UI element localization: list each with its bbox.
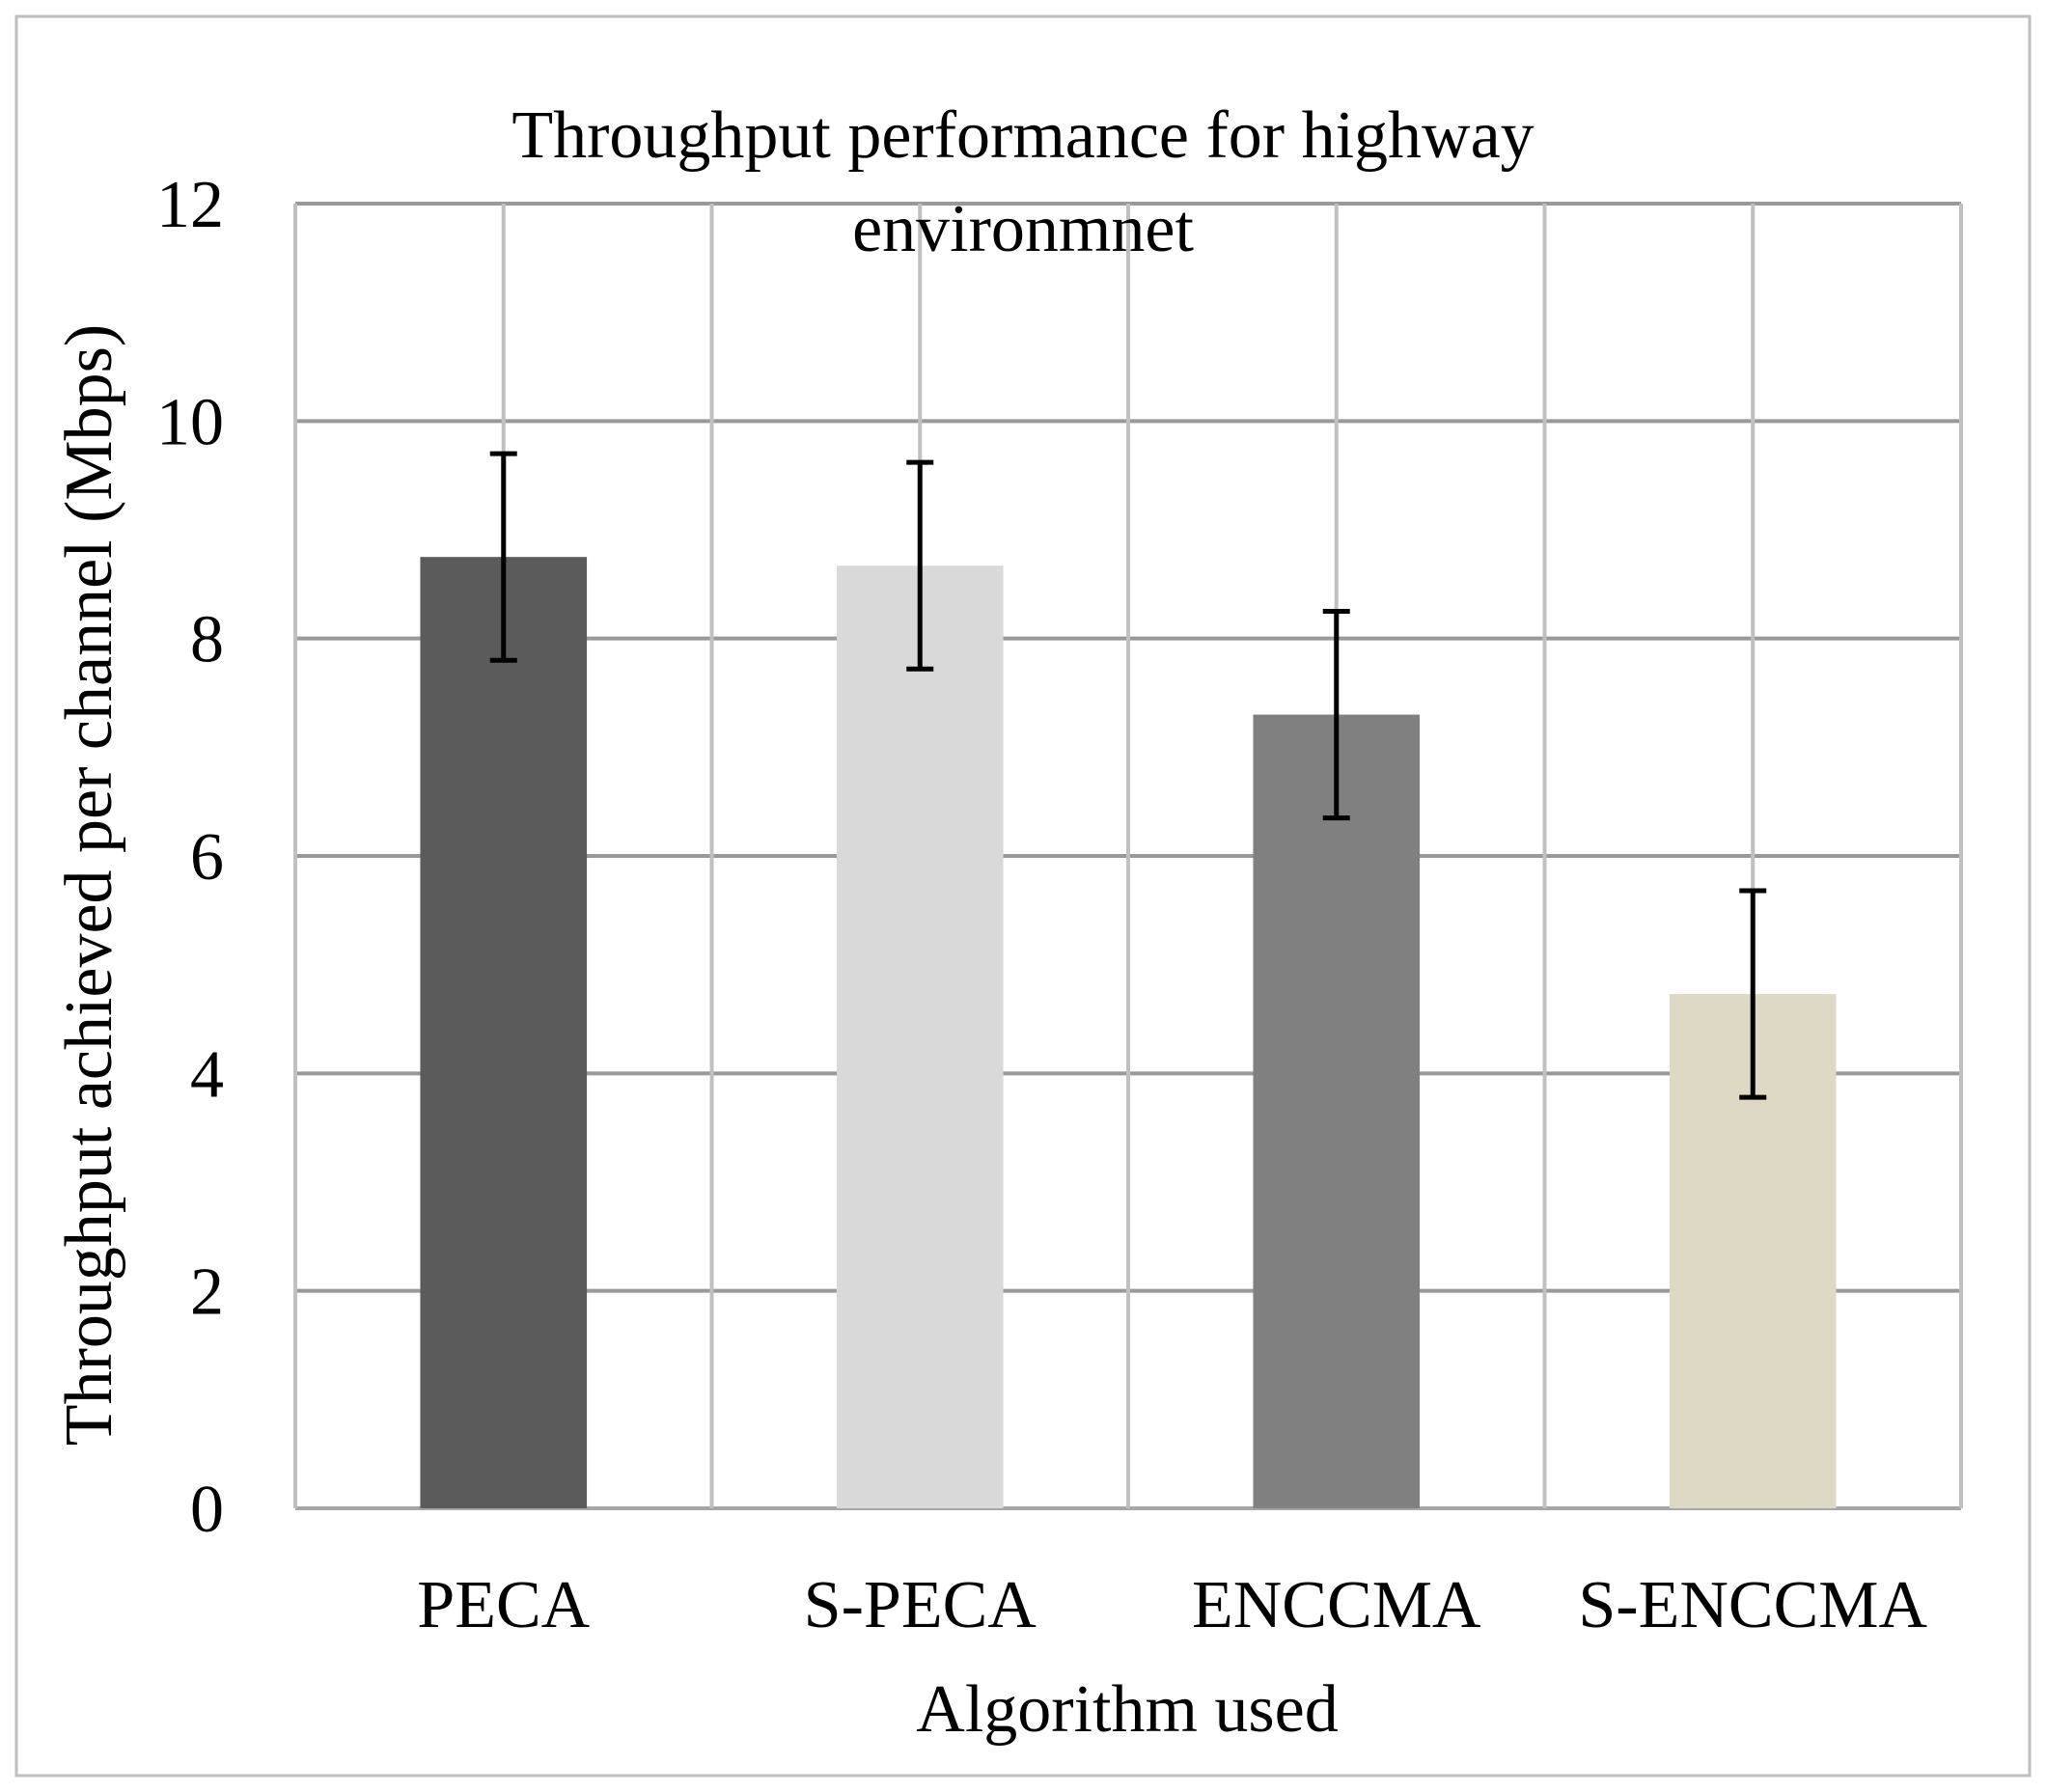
y-tick-labels: 0 2 4 6 8 10 12 bbox=[156, 168, 224, 1547]
x-category-label: S-PECA bbox=[804, 1568, 1037, 1642]
x-category-label: S-ENCCMA bbox=[1578, 1568, 1927, 1642]
chart-title-line-1: Throughput performance for highway bbox=[512, 98, 1534, 173]
chart-title-line-2: environmnet bbox=[852, 192, 1194, 266]
y-tick-label: 0 bbox=[190, 1473, 224, 1547]
chart-border bbox=[14, 14, 2032, 1778]
y-tick-label: 2 bbox=[190, 1255, 224, 1330]
y-tick-label: 10 bbox=[156, 385, 224, 459]
error-bars bbox=[489, 451, 1767, 1100]
x-category-labels: PECA S-PECA ENCCMA S-ENCCMA bbox=[417, 1568, 1927, 1642]
x-category-label: PECA bbox=[417, 1568, 590, 1642]
y-tick-label: 6 bbox=[190, 820, 224, 895]
y-tick-label: 12 bbox=[156, 168, 224, 242]
bar-enccma bbox=[1253, 714, 1421, 1508]
y-tick-label: 8 bbox=[190, 603, 224, 677]
bar-peca bbox=[420, 557, 588, 1508]
y-tick-label: 4 bbox=[190, 1037, 224, 1112]
x-axis-label: Algorithm used bbox=[916, 1672, 1338, 1747]
x-category-label: ENCCMA bbox=[1192, 1568, 1481, 1642]
bar-s-peca bbox=[836, 565, 1004, 1508]
y-axis-label: Throughput achieved per channel (Mbps) bbox=[52, 324, 126, 1446]
